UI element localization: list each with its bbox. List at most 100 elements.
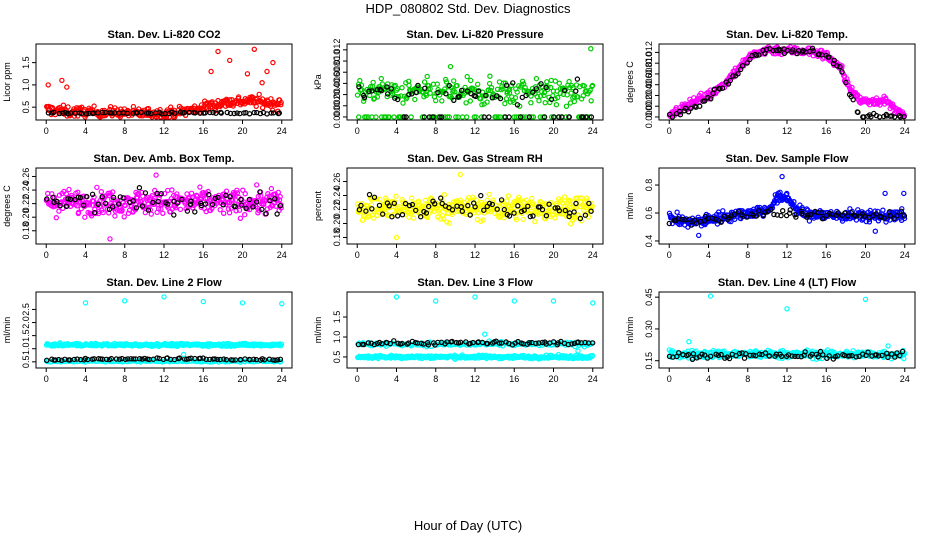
x-tick-label: 20 [237,126,247,136]
data-point [100,209,106,216]
data-point [268,185,275,192]
data-point [801,352,807,358]
data-point [371,95,378,101]
data-point [366,88,372,94]
data-point [556,80,563,86]
data-point [463,100,469,106]
data-point [443,79,450,85]
data-point [121,298,128,304]
data-point [887,213,893,219]
data-point [666,353,673,360]
x-tick-label: 16 [198,126,208,136]
data-point [422,197,429,203]
y-tick-label: 0.18 [21,222,31,240]
data-point [588,208,594,214]
x-tick-label: 20 [860,374,870,384]
data-point [218,110,224,116]
data-point [494,86,501,93]
data-point [835,210,841,216]
data-point [889,351,895,357]
data-point [459,114,466,120]
data-point [361,341,367,348]
data-point [513,216,520,223]
data-point [238,202,245,208]
data-point [505,193,511,199]
data-point [685,351,692,358]
data-point [487,73,493,79]
data-points [666,173,908,239]
data-point [539,206,546,213]
data-point [457,197,463,203]
x-tick-label: 4 [394,374,399,384]
data-point [483,92,489,99]
data-point [232,197,239,203]
data-point [209,201,216,208]
data-point [486,191,492,198]
data-point [780,207,786,214]
data-point [158,110,165,117]
data-point [57,202,63,209]
panel-title: Stan. Dev. Amb. Box Temp. [94,153,235,165]
data-point [356,84,362,90]
data-point [257,189,263,195]
panel-9: Stan. Dev. Line 4 (LT) Flow ml/min 0 4 8 12 16… [625,277,916,384]
data-point [433,97,439,104]
data-point [792,353,798,360]
data-point [56,110,63,117]
data-point [239,300,246,306]
x-tick-label: 4 [706,126,711,136]
data-point [187,201,194,207]
x-tick-label: 12 [470,126,480,136]
x-tick-label: 4 [83,126,88,136]
data-point [520,114,526,120]
y-tick-label: 0.002 [332,95,342,118]
data-point [808,211,814,218]
y-tick-label: 0.4 [644,235,654,248]
data-point [227,194,233,200]
data-point [829,211,835,217]
data-point [456,93,462,100]
data-point [277,356,284,362]
data-point [421,114,427,120]
data-point [898,208,905,214]
data-point [776,47,783,54]
data-point [139,203,146,209]
data-point [107,190,113,196]
data-point [563,213,570,219]
data-point [799,208,805,214]
data-point [439,200,445,207]
x-tick-label: 16 [198,374,208,384]
data-point [530,213,536,219]
data-point [44,196,50,202]
data-point [566,198,572,205]
data-point [59,77,65,84]
x-tick-label: 0 [667,250,672,260]
data-point [873,95,880,101]
data-point [581,83,588,89]
data-point [582,212,589,218]
data-point [839,69,845,75]
data-point [451,78,457,84]
y-tick-label: 1.5 [21,329,31,342]
data-point [188,190,195,196]
data-point [736,350,743,357]
data-point [506,90,513,96]
data-point [413,207,419,214]
data-point [489,95,495,101]
data-point [386,114,392,120]
y-tick-label: 0.30 [644,320,654,338]
data-point [511,298,518,304]
y-axis-label: ml/min [313,317,323,344]
data-point [566,78,572,85]
data-point [503,82,510,89]
data-point [413,89,419,96]
data-point [153,172,159,178]
data-point [472,204,478,210]
data-point [462,84,468,91]
data-point [539,88,545,95]
x-tick-label: 24 [277,374,287,384]
data-point [270,59,276,66]
data-point [494,206,500,212]
data-point [208,68,214,75]
data-point [84,193,90,200]
